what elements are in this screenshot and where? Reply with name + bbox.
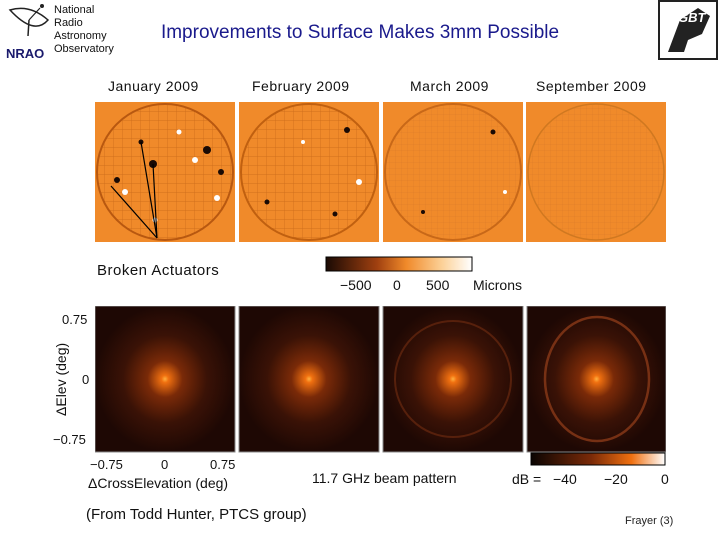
- beam-panel-sep: [526, 306, 666, 453]
- month-label: February 2009: [252, 78, 350, 94]
- surface-colorbar: [325, 256, 473, 272]
- surface-colorbar-tick: 0: [393, 277, 401, 293]
- beam-y-tick: 0.75: [62, 312, 88, 327]
- surface-maps: [95, 102, 666, 242]
- broken-actuator-arrows: [110, 141, 158, 239]
- surface-map-mar: [383, 102, 523, 242]
- logo-line: Observatory: [54, 43, 114, 55]
- beam-colorbar-prefix: dB =: [512, 471, 542, 487]
- month-label: September 2009: [536, 78, 647, 94]
- gbt-logo-text: GBT: [678, 10, 707, 25]
- beam-patterns: [95, 306, 666, 453]
- surface-colorbar-tick: −500: [340, 277, 372, 293]
- surface-colorbar-unit: Microns: [473, 277, 523, 293]
- beam-panel-feb: [238, 306, 380, 453]
- slide-title: Improvements to Surface Makes 3mm Possib…: [160, 22, 560, 43]
- nrao-mark: NRAO: [6, 46, 44, 61]
- surface-map-sep: [526, 102, 666, 242]
- beam-y-axis-label-box: ΔElev (deg): [53, 343, 69, 416]
- beam-y-tick: −0.75: [53, 432, 86, 447]
- month-label: March 2009: [410, 78, 489, 94]
- surface-colorbar-tick: 500: [426, 277, 450, 293]
- beam-panel-mar: [382, 306, 524, 453]
- nrao-name: National Radio Astronomy Observatory: [54, 4, 114, 56]
- beam-y-tick: 0: [82, 372, 90, 387]
- beam-panel-jan: [95, 306, 236, 453]
- surface-map-feb: [239, 102, 379, 242]
- beam-caption: 11.7 GHz beam pattern: [312, 470, 457, 486]
- month-label: January 2009: [108, 78, 199, 94]
- broken-actuators-label: Broken Actuators: [97, 262, 220, 279]
- footer-credit: (From Todd Hunter, PTCS group): [86, 506, 307, 523]
- beam-colorbar-tick: −40: [553, 471, 577, 487]
- logo-line: National: [54, 4, 95, 16]
- beam-y-axis-label: ΔElev (deg): [53, 343, 69, 416]
- gbt-telescope-icon: [668, 8, 710, 52]
- surface-map-jan: [95, 102, 235, 242]
- logo-line: Astronomy: [54, 30, 107, 42]
- beam-x-tick: −0.75: [90, 457, 123, 472]
- beam-colorbar-tick: 0: [661, 471, 669, 487]
- beam-x-tick: 0.75: [210, 457, 236, 472]
- beam-x-axis-label: ΔCrossElevation (deg): [88, 475, 229, 491]
- nrao-logo: NRAO: [6, 4, 50, 61]
- nrao-radio-dish-icon: [8, 4, 50, 37]
- gbt-logo: GBT: [658, 0, 718, 60]
- beam-x-tick: 0: [161, 457, 169, 472]
- logo-line: Radio: [54, 17, 83, 29]
- beam-colorbar-tick: −20: [604, 471, 628, 487]
- beam-colorbar: [530, 452, 666, 466]
- page-number: Frayer (3): [625, 515, 674, 527]
